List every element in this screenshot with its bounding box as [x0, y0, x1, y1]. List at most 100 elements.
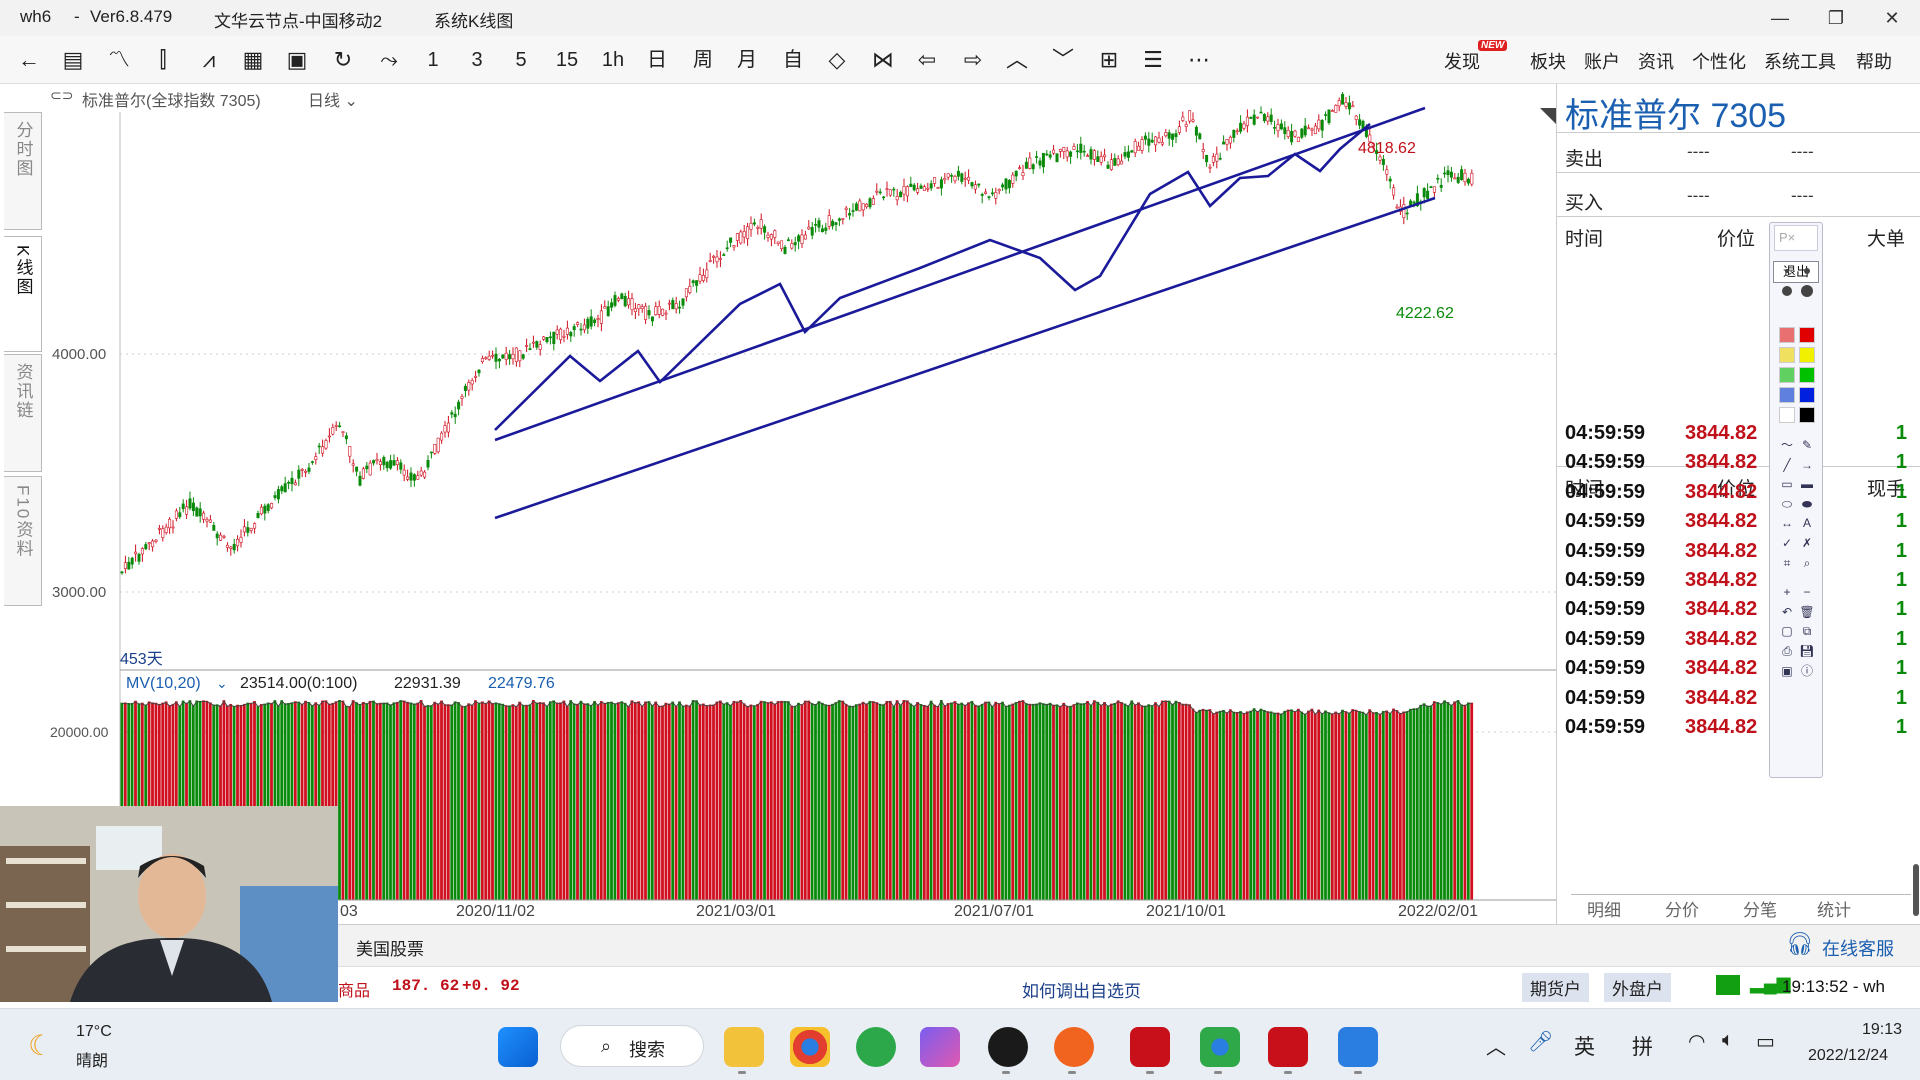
battery-icon[interactable]: ▭: [1756, 1031, 1775, 1053]
chrome-icon[interactable]: [790, 1027, 830, 1067]
right-arrow-icon[interactable]: ⇨: [963, 47, 983, 72]
candle-icon[interactable]: ⫿: [159, 47, 167, 72]
more-icon[interactable]: ⋯: [1188, 47, 1210, 72]
hint-link[interactable]: 如何调出自选页: [1022, 982, 1141, 1001]
add-tool-icon[interactable]: +: [1783, 585, 1791, 600]
app-blue-icon[interactable]: [1338, 1027, 1378, 1067]
ime-lang[interactable]: 英: [1574, 1036, 1595, 1059]
menu-help[interactable]: 帮助: [1856, 52, 1892, 72]
scrollbar-thumb[interactable]: [1913, 864, 1919, 916]
arrow-tool-icon[interactable]: →: [1801, 457, 1813, 472]
color-swatch[interactable]: [1799, 407, 1815, 423]
text-tool-icon[interactable]: A: [1802, 516, 1811, 531]
crop-tool-icon[interactable]: ⌗: [1783, 555, 1791, 570]
line-chart-icon[interactable]: 〽: [107, 47, 130, 72]
period-week-button[interactable]: 周: [693, 49, 713, 71]
indicator-icon[interactable]: ☰: [1143, 47, 1163, 72]
menu-sector[interactable]: 板块: [1530, 52, 1566, 72]
taskbar-time[interactable]: 19:13: [1862, 1021, 1903, 1038]
tab-detail[interactable]: 明细: [1587, 901, 1621, 920]
pen-size[interactable]: [1785, 269, 1789, 273]
tick-row[interactable]: 04:59:59 3844.82 1: [1557, 657, 1917, 685]
external-account-button[interactable]: 外盘户: [1604, 973, 1671, 1002]
new-tool-icon[interactable]: ▢: [1781, 624, 1793, 639]
grid-icon[interactable]: ▦: [242, 47, 264, 72]
browser-e-icon[interactable]: [856, 1027, 896, 1067]
volume-indicator-name[interactable]: MV(10,20): [126, 675, 201, 692]
layout-icon[interactable]: ⊞: [1099, 47, 1119, 72]
tick-row[interactable]: 04:59:59 3844.82 1: [1557, 481, 1917, 509]
tab-price-dist[interactable]: 分价: [1665, 901, 1699, 920]
remove-tool-icon[interactable]: −: [1803, 585, 1811, 600]
color-swatch[interactable]: [1779, 407, 1795, 423]
period-1h-button[interactable]: 1h: [601, 49, 625, 71]
app-orange-icon[interactable]: [1054, 1027, 1094, 1067]
weather-desc[interactable]: 晴朗: [76, 1053, 109, 1070]
ellipse-tool-icon[interactable]: ⬭: [1781, 496, 1793, 511]
indicator-chevron-icon[interactable]: ⌄: [216, 675, 228, 691]
close-button[interactable]: ✕: [1884, 8, 1900, 28]
period-5min-button[interactable]: 5: [515, 49, 527, 71]
confirm-tool-icon[interactable]: ✓: [1781, 536, 1793, 550]
color-swatch[interactable]: [1799, 347, 1815, 363]
period-15min-button[interactable]: 15: [555, 49, 579, 71]
kline-chart[interactable]: 4000.00 3000.00 20000.00 4818.62 4222.62…: [40, 84, 1556, 924]
period-day-button[interactable]: 日: [647, 49, 667, 71]
maximize-button[interactable]: ❐: [1827, 8, 1845, 28]
pencil-tool-icon[interactable]: ✎: [1801, 438, 1813, 452]
cancel-tool-icon[interactable]: ✗: [1801, 536, 1813, 550]
color-swatch[interactable]: [1779, 327, 1795, 343]
headset-icon[interactable]: 🎧︎: [1786, 931, 1814, 956]
period-selector[interactable]: 日线 ⌄: [308, 87, 358, 111]
save-icon[interactable]: ▣: [286, 47, 308, 72]
line-tool-icon[interactable]: ╱: [1783, 457, 1791, 472]
app-red-icon[interactable]: [1268, 1027, 1308, 1067]
filled-rect-tool-icon[interactable]: ▬: [1801, 477, 1813, 492]
pen-size[interactable]: [1782, 286, 1792, 296]
menu-discover[interactable]: 发现: [1444, 52, 1480, 72]
menu-system-tools[interactable]: 系统工具: [1764, 52, 1836, 72]
copy-tool-icon[interactable]: ⧉: [1802, 624, 1812, 639]
refresh-icon[interactable]: ↻: [333, 47, 353, 72]
menu-personalize[interactable]: 个性化: [1692, 52, 1746, 72]
delete-tool-icon[interactable]: 🗑︎: [1799, 604, 1815, 619]
tick-row[interactable]: 04:59:59 3844.82 1: [1557, 687, 1917, 715]
online-service-link[interactable]: 在线客服: [1822, 939, 1894, 959]
weather-icon[interactable]: ☾: [28, 1030, 54, 1061]
pen-size[interactable]: [1804, 268, 1810, 274]
save-tool-icon[interactable]: 💾︎: [1799, 644, 1815, 658]
zoom-out-icon[interactable]: ⋈: [872, 47, 894, 72]
tick-row[interactable]: 04:59:59 3844.82 1: [1557, 598, 1917, 626]
chrome-profile-icon[interactable]: [1200, 1027, 1240, 1067]
tab-f10[interactable]: F10资料: [4, 476, 42, 606]
double-arrow-tool-icon[interactable]: ↔: [1781, 516, 1793, 531]
color-swatch[interactable]: [1799, 367, 1815, 383]
curve-tool-icon[interactable]: 〜: [1780, 438, 1793, 452]
color-swatch[interactable]: [1779, 347, 1795, 363]
menu-news[interactable]: 资讯: [1638, 52, 1674, 72]
file-explorer-icon[interactable]: [724, 1027, 764, 1067]
color-swatch[interactable]: [1799, 327, 1815, 343]
microphone-icon[interactable]: 🎤︎: [1528, 1031, 1554, 1053]
tick-row[interactable]: 04:59:59 3844.82 1: [1557, 716, 1917, 744]
palette-exit-button[interactable]: 退出: [1773, 261, 1819, 283]
up-chevron-icon[interactable]: ︿: [1005, 47, 1028, 72]
period-custom-button[interactable]: 自: [783, 49, 803, 71]
link-icon[interactable]: ⊂⊃: [50, 87, 74, 103]
app-purple-icon[interactable]: [920, 1027, 960, 1067]
period-month-button[interactable]: 月: [737, 49, 757, 71]
back-icon[interactable]: ←: [18, 47, 40, 72]
search-box[interactable]: ⌕ 搜索: [560, 1025, 704, 1067]
menu-account[interactable]: 账户: [1584, 52, 1620, 72]
wifi-icon[interactable]: ◠: [1688, 1031, 1706, 1053]
minimize-button[interactable]: —: [1771, 8, 1789, 28]
tick-row[interactable]: 04:59:59 3844.82 1: [1557, 628, 1917, 656]
tab-per-trade[interactable]: 分笔: [1743, 901, 1777, 920]
undo-tool-icon[interactable]: ↶: [1781, 604, 1793, 619]
ime-mode[interactable]: 拼: [1632, 1036, 1653, 1059]
obs-icon[interactable]: [988, 1027, 1028, 1067]
tick-row[interactable]: 04:59:59 3844.82 1: [1557, 569, 1917, 597]
chevron-up-icon[interactable]: ︿: [1486, 1037, 1506, 1059]
palette-close-icon[interactable]: ×: [1787, 230, 1796, 245]
color-swatch[interactable]: [1779, 367, 1795, 383]
